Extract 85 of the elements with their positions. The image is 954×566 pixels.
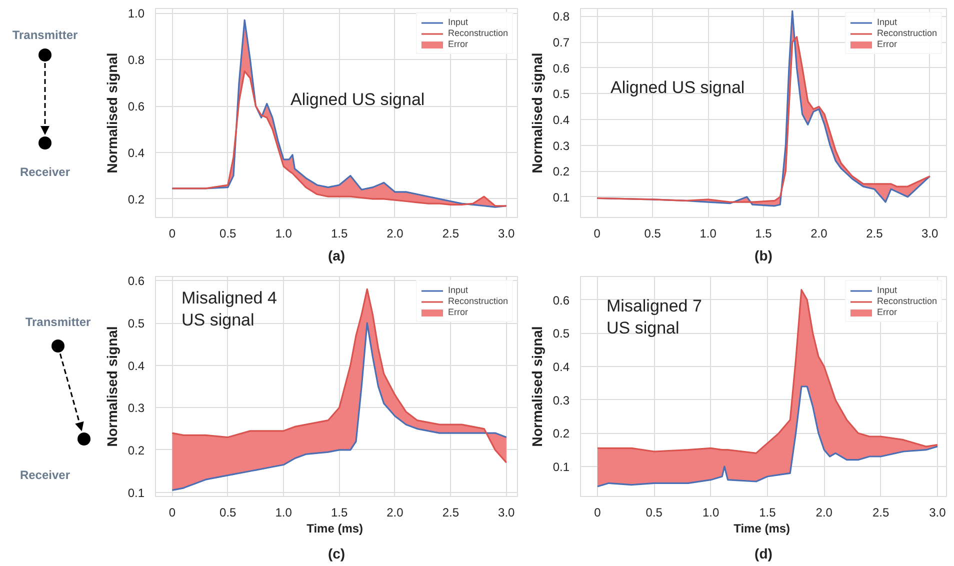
text: Receiver (18, 467, 72, 484)
legend-label: Input (876, 285, 897, 295)
y-tick-label: 0.4 (552, 112, 570, 127)
text: (b) (754, 248, 772, 264)
text: Transmitter (11, 27, 79, 44)
x-tick-label: 2.5 (872, 506, 890, 520)
y-tick-label: 0.8 (552, 10, 570, 24)
line-series (171, 70, 508, 207)
x-tick-label: 2.5 (442, 226, 460, 240)
y-tick-label: 0.1 (128, 486, 145, 500)
x-tick-label: 2.0 (810, 226, 828, 240)
x-tick-label: 2.0 (816, 506, 833, 520)
x-tick-label: 0 (594, 226, 601, 240)
y-tick-label: 0.7 (552, 36, 570, 50)
legend-label: Reconstruction (448, 28, 508, 38)
y-axis-title: Normalised signal (528, 326, 545, 447)
x-axis-title: Time (ms) (306, 522, 364, 536)
x-tick-label: 1.0 (275, 226, 292, 240)
y-tick-label: 0.2 (552, 164, 570, 179)
y-tick-label: 0.5 (128, 316, 145, 331)
x-tick-label: 0 (168, 506, 176, 520)
y-axis-title: Normalised signal (104, 326, 120, 447)
x-tick-label: 0.5 (644, 226, 662, 240)
annotation: Error (448, 307, 468, 317)
text: Receiver (18, 164, 72, 181)
annotation: Error (876, 307, 897, 317)
x-tick-label: 3.0 (498, 226, 516, 240)
legend-label: Reconstruction (876, 28, 937, 38)
x-tick-label: 2.5 (866, 226, 884, 240)
text: (d) (754, 546, 772, 562)
y-tick-label: 0.6 (552, 61, 570, 76)
x-tick-label: 3.0 (498, 506, 516, 520)
annotation: Aligned US signal (290, 90, 425, 109)
x-tick-label: 2.5 (442, 506, 460, 520)
x-tick-label: 2.0 (386, 506, 404, 520)
text: (c) (328, 546, 346, 562)
legend-label: Input (448, 17, 468, 27)
x-tick-label: 0.5 (646, 506, 663, 520)
y-tick-label: 0.2 (128, 192, 145, 206)
text: Transmitter (25, 315, 91, 329)
y-tick-label: 0.3 (552, 138, 570, 153)
x-tick-label: 0.5 (220, 226, 237, 240)
y-tick-label: 0.8 (128, 53, 145, 68)
x-tick-label: 3.0 (929, 506, 946, 520)
y-tick-label: 0.3 (552, 393, 570, 408)
annotation: Error (448, 39, 468, 49)
y-tick-label: 0.1 (552, 460, 570, 474)
y-tick-label: 0.6 (128, 100, 145, 114)
x-tick-label: 2.0 (386, 226, 404, 240)
y-tick-label: 0.4 (128, 358, 145, 373)
legend-label: Input (876, 17, 897, 27)
x-tick-label: 1.5 (759, 506, 776, 520)
y-tick-label: 0.5 (552, 326, 570, 341)
legend-label: Reconstruction (876, 296, 937, 306)
x-axis-title: Time (ms) (734, 522, 790, 536)
annotation: Misaligned 7 US signal (606, 296, 702, 338)
y-tick-label: 0.4 (552, 360, 570, 374)
x-tick-label: 0 (168, 226, 176, 240)
x-tick-label: 1.5 (330, 226, 348, 240)
x-tick-label: 1.0 (275, 506, 292, 520)
x-tick-label: 1.0 (700, 226, 717, 240)
y-tick-label: 0.2 (552, 426, 570, 441)
annotation: Aligned US signal (610, 78, 745, 97)
y-axis-title: Normalised signal (528, 52, 545, 174)
x-tick-label: 0 (594, 506, 602, 520)
x-tick-label: 3.0 (922, 226, 939, 240)
legend-label: Input (448, 285, 468, 295)
y-axis-title: Normalised signal (104, 52, 120, 174)
legend-label: Reconstruction (448, 296, 508, 306)
y-tick-label: 0.1 (552, 190, 570, 204)
text: (a) (328, 248, 346, 264)
x-tick-label: 1.0 (702, 506, 720, 520)
x-tick-label: 0.5 (220, 506, 237, 520)
y-tick-label: 0.3 (128, 401, 145, 416)
annotation: Error (876, 39, 897, 49)
y-tick-label: 0.6 (128, 274, 145, 288)
y-tick-label: 0.5 (552, 87, 570, 102)
x-tick-label: 1.5 (755, 226, 772, 240)
y-tick-label: 1.0 (128, 6, 145, 21)
annotation: Misaligned 4 US signal (182, 288, 277, 330)
x-tick-label: 1.5 (330, 506, 348, 520)
y-tick-label: 0.4 (128, 146, 145, 160)
y-tick-label: 0.6 (552, 293, 570, 308)
line-series (596, 386, 938, 488)
y-tick-label: 0.2 (128, 443, 145, 458)
